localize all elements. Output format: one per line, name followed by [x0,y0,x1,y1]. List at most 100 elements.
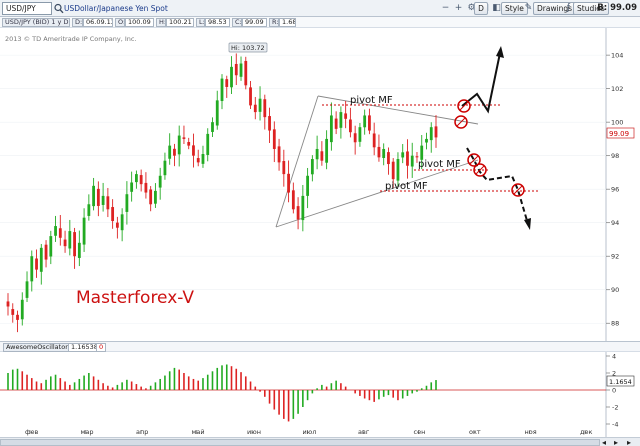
high-marker-label: Hi: 103.72 [231,44,265,52]
candle [215,90,219,130]
time-tick-label: май [192,428,205,436]
candle [415,152,419,163]
candle [211,117,214,137]
candle [201,145,205,168]
range-value: 1.68 [279,18,296,27]
breakout-markers [454,99,525,197]
candle [401,144,405,164]
candle [101,182,105,212]
trendline-bottom[interactable] [275,159,479,228]
candle [253,96,257,120]
settings-icon[interactable]: ⚙ [467,3,476,13]
price-tick-label: 94 [611,219,619,227]
candle [68,219,72,256]
candle [11,303,15,323]
candle [363,109,367,135]
chart-toolbar: USD/JPY USDollar/Japanese Yen Spot − + ⚙… [0,0,640,17]
candle [382,143,386,166]
scroll-left-arrow[interactable]: ◂ [602,438,607,446]
candle [182,125,186,144]
drawings-icon: ✎ [524,3,533,13]
candle [268,107,271,144]
time-tick-label: апр [136,428,148,436]
candle [320,141,324,166]
marker-circle [511,183,525,197]
oscillator-background [0,352,640,437]
candle [420,134,424,170]
time-axis: фев мар апр май июн июл авг сен окт ноя дек [25,428,592,436]
candle [163,152,167,180]
indicator-name[interactable]: AwesomeOscillator [3,343,71,352]
candle [396,152,400,187]
pivot-lines[interactable] [322,104,538,192]
candle [387,147,390,175]
candle [177,125,181,167]
date-label: D: [72,18,83,27]
oscillator-tick-label: 2 [612,370,616,378]
candle [234,53,238,86]
studies-button[interactable]: Studies [573,2,609,15]
marker-circle [454,115,468,129]
pivot-label-lower: pivot MF [385,181,428,192]
oscillator-bars [7,364,437,422]
candle [434,115,438,148]
pivot-label-upper: pivot MF [350,95,393,106]
low-value: 98.53 [205,18,230,27]
candle [310,155,314,182]
candle [239,56,243,81]
candle [372,122,376,156]
date-value: 06.09.13 [83,18,113,27]
awesome-oscillator-chart[interactable]: 4 2 0 -2 -4 фев мар апр май июн июл авг сен окт ноя де… [0,352,640,437]
copyright-text: 2013 © TD Ameritrade IP Company, Inc. [5,35,137,43]
candle [301,184,305,232]
symbol-description-link[interactable]: USDollar/Japanese Yen Spot [64,4,168,13]
candle [173,143,176,167]
time-tick-label: окт [469,428,481,436]
range-label: R: [269,18,279,27]
time-tick-label: июл [303,428,317,436]
search-icon[interactable] [54,3,64,14]
marker-circle [473,163,487,177]
candle [63,230,67,253]
candle [58,215,62,246]
scroll-end-arrow[interactable]: ▸ [627,438,632,446]
candle [325,130,329,170]
triangle-trendlines[interactable] [275,95,479,228]
open-value: 100.09 [125,18,154,27]
candle [287,160,290,203]
candle [429,122,433,153]
zoom-in-icon[interactable]: + [454,3,463,13]
candle [54,215,57,242]
candle [49,230,53,265]
scroll-thumb[interactable] [0,439,600,446]
indicator-extra-value: 0 [96,343,107,352]
candle [135,170,138,189]
candle [249,80,252,110]
candle [377,134,381,162]
candle [139,169,143,192]
chart-scrollbar[interactable]: ◂ ▸ ▸ [0,437,640,446]
zoom-out-icon[interactable]: − [441,3,450,13]
symbol-input[interactable]: USD/JPY [2,2,52,15]
candle [73,227,76,269]
oscillator-tick-label: -2 [612,404,618,412]
time-tick-label: дек [580,428,592,436]
oscillator-value-label: 1.1654 [609,378,632,386]
candle [125,181,129,225]
trendline-left[interactable] [275,95,319,228]
period-button[interactable]: D [474,2,488,15]
style-button[interactable]: Style [501,2,528,15]
trendline-top[interactable] [317,95,479,125]
current-price-label: 99.09 [609,130,629,138]
candle [291,182,295,214]
candle [30,250,34,292]
candle [282,149,286,187]
price-chart[interactable]: 88 90 92 94 96 98 100 102 104 2013 © TD Ameritra… [0,28,640,341]
oscillator-value-tag: 1.1654 [606,375,635,387]
price-tick-label: 104 [611,52,623,60]
scroll-right-arrow[interactable]: ▸ [614,438,619,446]
price-axis: 88 90 92 94 96 98 100 102 104 [606,52,623,328]
symbol-period-label: USD/JPY (BID) 1 y D [2,18,70,27]
time-tick-label: июн [247,428,261,436]
candle [296,197,300,230]
